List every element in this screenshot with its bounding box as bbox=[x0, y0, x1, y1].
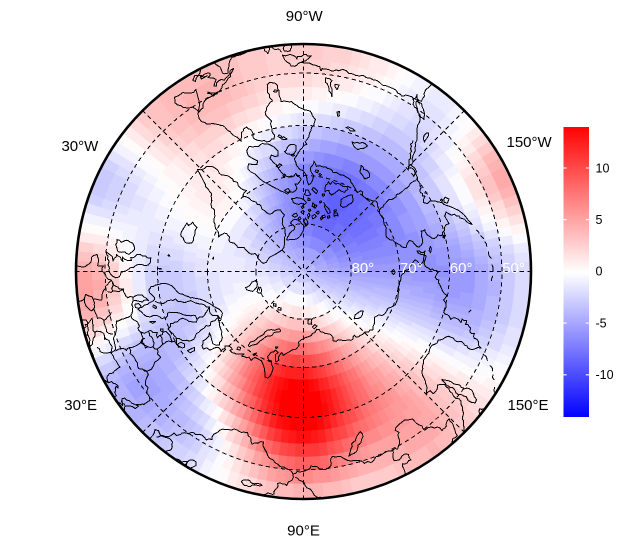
svg-text:30°E: 30°E bbox=[64, 397, 97, 414]
svg-text:80°: 80° bbox=[352, 260, 375, 277]
svg-text:-10: -10 bbox=[596, 368, 614, 382]
svg-text:90°W: 90°W bbox=[286, 8, 324, 25]
svg-text:70°: 70° bbox=[400, 260, 423, 277]
svg-text:-5: -5 bbox=[596, 316, 607, 330]
svg-text:90°E: 90°E bbox=[287, 523, 320, 540]
svg-text:150°E: 150°E bbox=[508, 397, 549, 414]
svg-text:150°W: 150°W bbox=[507, 134, 553, 151]
svg-text:0: 0 bbox=[596, 265, 603, 279]
svg-text:60°: 60° bbox=[450, 260, 473, 277]
svg-text:10: 10 bbox=[596, 161, 610, 175]
svg-text:30°W: 30°W bbox=[61, 138, 99, 155]
svg-text:5: 5 bbox=[596, 213, 603, 227]
svg-text:50°: 50° bbox=[502, 260, 525, 277]
